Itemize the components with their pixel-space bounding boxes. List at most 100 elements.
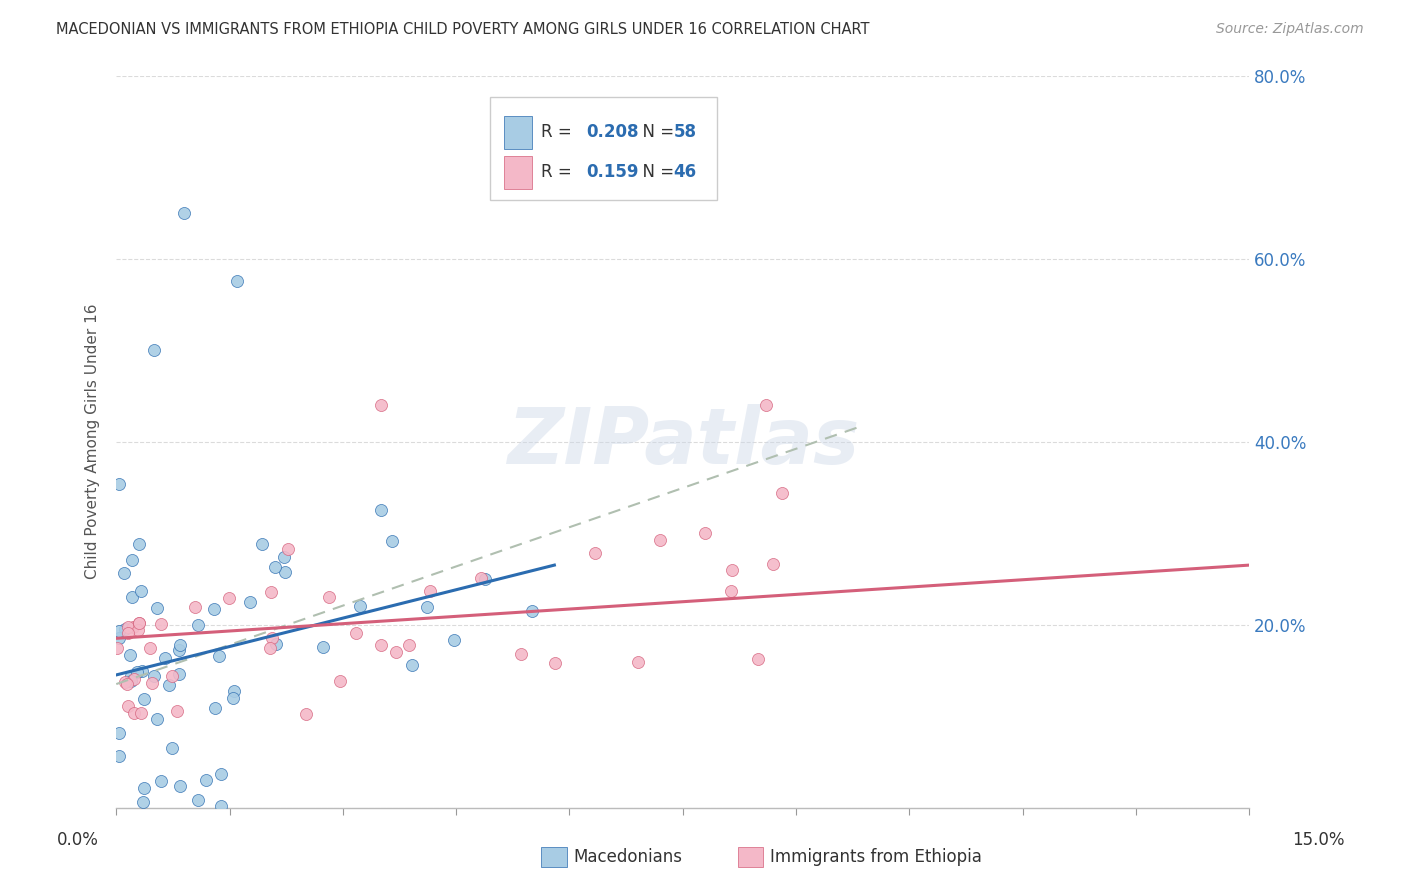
Point (226, 274, 249, 288)
Point (122, 672, 145, 686)
Point (385, 644, 408, 658)
Text: R =: R = (541, 123, 576, 141)
Point (149, 774, 172, 789)
Point (115, 677, 138, 691)
Point (209, 798, 232, 813)
Point (117, 619, 139, 633)
Point (344, 626, 367, 640)
Point (114, 675, 136, 690)
Point (120, 673, 142, 688)
Point (262, 631, 284, 645)
Point (145, 601, 167, 615)
Point (544, 656, 567, 670)
Point (398, 638, 420, 652)
Point (167, 642, 190, 657)
Text: R =: R = (541, 163, 576, 181)
Point (218, 591, 240, 606)
Text: 0.208: 0.208 (586, 123, 638, 141)
Point (160, 741, 183, 756)
Point (169, 638, 191, 652)
Point (762, 558, 785, 572)
Point (250, 536, 273, 550)
Point (169, 666, 191, 681)
Point (329, 673, 352, 688)
Point (755, 398, 778, 412)
Point (169, 779, 191, 793)
Point (520, 604, 543, 618)
Point (122, 706, 145, 720)
Text: 58: 58 (673, 123, 697, 141)
Point (105, 641, 128, 656)
Point (273, 549, 295, 564)
Point (416, 600, 439, 615)
Point (264, 636, 287, 650)
Point (194, 772, 217, 787)
Point (128, 616, 150, 631)
Point (349, 599, 371, 613)
Point (146, 712, 169, 726)
Point (401, 657, 423, 672)
Text: Immigrants from Ethiopia: Immigrants from Ethiopia (770, 848, 983, 866)
Point (128, 615, 150, 630)
Point (184, 600, 207, 615)
Text: Source: ZipAtlas.com: Source: ZipAtlas.com (1216, 22, 1364, 37)
Point (149, 617, 172, 632)
Point (117, 698, 139, 713)
Point (720, 583, 742, 598)
Point (370, 638, 392, 652)
Point (187, 617, 209, 632)
Point (583, 546, 606, 560)
Point (117, 625, 139, 640)
Point (204, 701, 226, 715)
Point (166, 704, 188, 718)
Text: Macedonians: Macedonians (574, 848, 683, 866)
Point (721, 563, 744, 577)
Point (370, 502, 392, 516)
Point (108, 726, 131, 740)
Point (209, 767, 232, 781)
Text: N =: N = (631, 123, 679, 141)
Point (108, 624, 131, 639)
Point (770, 486, 793, 500)
Point (114, 622, 136, 636)
Point (443, 632, 465, 647)
Point (138, 640, 160, 655)
Point (295, 707, 318, 722)
Point (187, 793, 209, 807)
Point (204, 601, 226, 615)
Point (118, 648, 141, 662)
Point (381, 534, 404, 549)
Point (273, 565, 295, 579)
Point (208, 649, 231, 664)
Point (157, 678, 180, 692)
Point (693, 526, 716, 541)
Point (107, 476, 129, 491)
Point (131, 665, 153, 679)
Point (134, 781, 156, 796)
Point (121, 553, 143, 567)
Point (108, 749, 131, 764)
Text: ZIPatlas: ZIPatlas (506, 403, 859, 480)
Point (120, 669, 142, 683)
Point (627, 656, 650, 670)
Text: N =: N = (631, 163, 679, 181)
Point (108, 631, 131, 645)
Text: 0.0%: 0.0% (56, 831, 98, 849)
Point (747, 651, 769, 665)
Point (132, 692, 155, 706)
Point (312, 640, 335, 654)
Point (239, 595, 262, 609)
Point (470, 571, 492, 585)
Point (224, 684, 246, 698)
Point (129, 706, 152, 721)
Bar (503, 116, 531, 149)
Point (419, 583, 441, 598)
Text: 15.0%: 15.0% (1292, 831, 1346, 849)
Point (128, 537, 150, 551)
Point (129, 583, 152, 598)
Point (648, 533, 671, 547)
Point (127, 623, 149, 637)
Bar (503, 156, 531, 189)
Text: 0.159: 0.159 (586, 163, 638, 181)
Point (318, 590, 340, 604)
